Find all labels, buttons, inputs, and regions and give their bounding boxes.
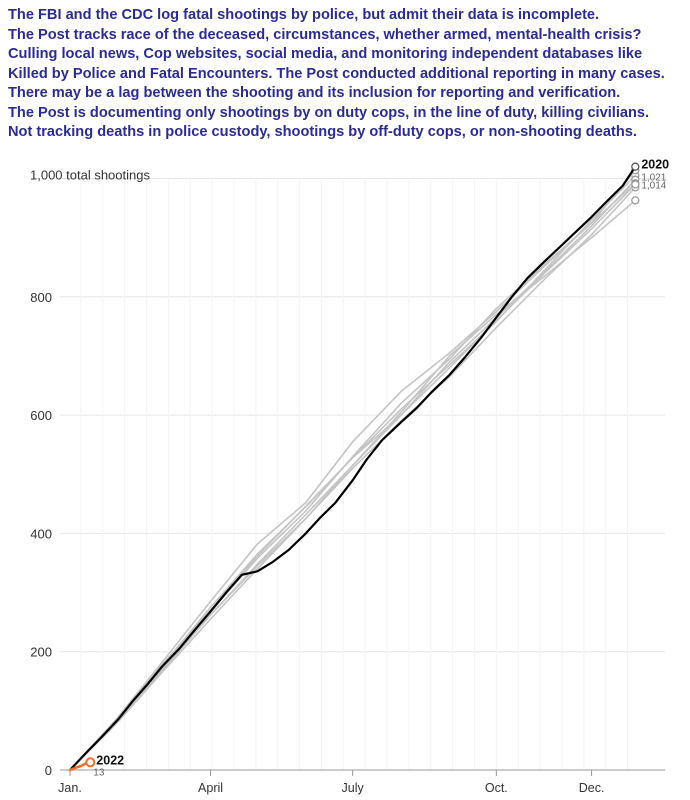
- note-line: The FBI and the CDC log fatal shootings …: [8, 7, 600, 23]
- series-end-point: [631, 162, 640, 171]
- y-axis: 0 200 400 600 800 1,000 total shootings: [30, 168, 150, 779]
- note-line: There may be a lag between the shooting …: [8, 85, 621, 101]
- series-end-point: [85, 757, 96, 768]
- x-tick-label: Jan.: [58, 781, 82, 795]
- series-label-2022: 2022: [96, 753, 124, 767]
- series-label-2020: 2020: [641, 158, 669, 172]
- series-value-label: 1,021: [641, 173, 666, 184]
- y-tick-label: 1,000 total shootings: [30, 168, 150, 183]
- x-axis: Jan. April July Oct. Dec.: [58, 769, 665, 795]
- series-value-label: 1,014: [641, 181, 666, 192]
- series-value-label: 13: [93, 767, 105, 778]
- series-line: [69, 182, 637, 771]
- y-tick-label: 0: [45, 763, 52, 778]
- series-lines: [68, 162, 640, 772]
- note-line: The Post is documenting only shootings b…: [8, 104, 650, 121]
- y-tick-label: 800: [30, 290, 52, 305]
- x-tick-label: Dec.: [579, 781, 605, 795]
- notes-block: The FBI and the CDC log fatal shootings …: [8, 6, 688, 143]
- series-line: [69, 199, 637, 771]
- series-line: [69, 186, 637, 771]
- series-end-point: [631, 196, 640, 205]
- x-tick-label: Oct.: [485, 781, 508, 795]
- x-tick-label: July: [342, 781, 365, 795]
- note-line: Culling local news, Cop websites, social…: [8, 46, 665, 82]
- y-tick-label: 200: [30, 645, 52, 660]
- x-tick-label: April: [198, 781, 223, 795]
- note-line: Not tracking deaths in police custody, s…: [8, 124, 637, 140]
- series-end-point: [631, 180, 640, 189]
- y-tick-label: 400: [30, 526, 52, 541]
- note-line: The Post tracks race of the deceased, ci…: [8, 26, 642, 43]
- series-line: [68, 165, 637, 772]
- y-tick-label: 600: [30, 408, 52, 423]
